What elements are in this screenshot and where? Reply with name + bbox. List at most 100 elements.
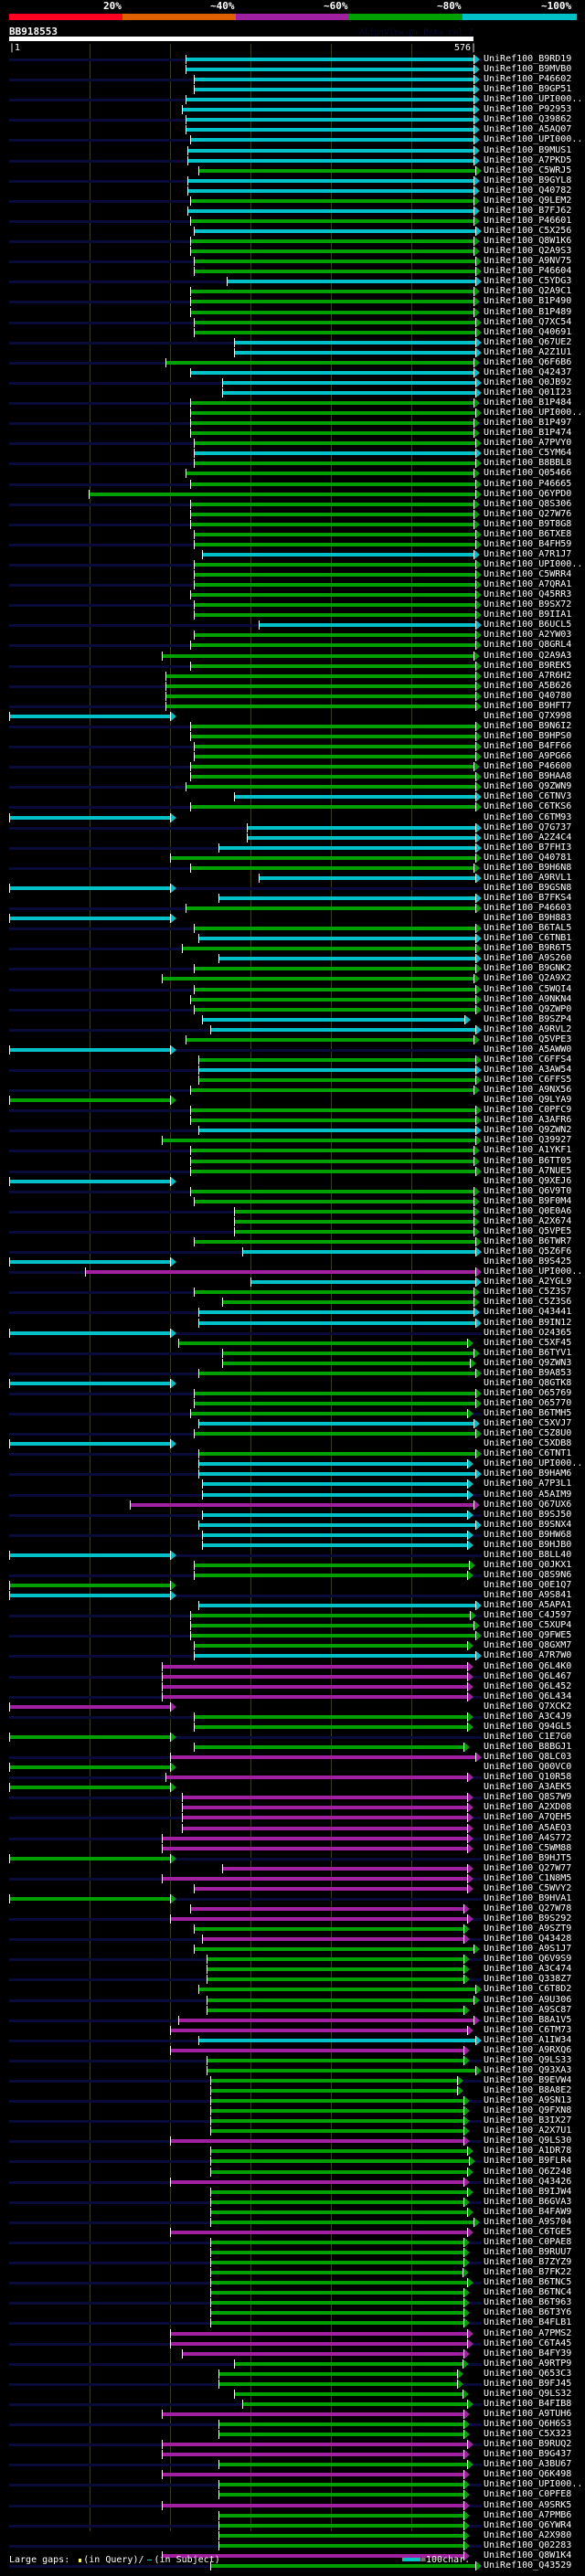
hit-bar[interactable] [246, 836, 475, 840]
hit-row[interactable]: UniRef100_C6TGE5 [0, 2227, 585, 2238]
hit-label[interactable]: UniRef100_A9RVL1 [484, 873, 572, 883]
hit-label[interactable]: UniRef100_C0PAE8 [484, 2237, 572, 2247]
hit-row[interactable]: UniRef100_P46602 [0, 74, 585, 85]
hit-label[interactable]: UniRef100_Q6YPD0 [484, 489, 572, 499]
hit-row[interactable]: UniRef100_Q6H6S3 [0, 2419, 585, 2430]
hit-bar[interactable] [165, 674, 475, 678]
hit-bar[interactable] [218, 2372, 458, 2376]
hit-label[interactable]: UniRef100_C6TNV3 [484, 791, 572, 801]
hit-label[interactable]: UniRef100_Q7XCK2 [484, 1701, 572, 1712]
hit-label[interactable]: UniRef100_Q8W1K4 [484, 2550, 572, 2560]
hit-label[interactable]: UniRef100_B9G437 [484, 2449, 572, 2459]
hit-row[interactable]: UniRef100_B9A853 [0, 1368, 585, 1379]
hit-bar[interactable] [202, 553, 473, 557]
hit-bar[interactable] [189, 643, 475, 647]
hit-row[interactable]: UniRef100_Q6L4K0 [0, 1661, 585, 1672]
hit-bar[interactable] [177, 1341, 467, 1345]
hit-row[interactable]: UniRef100_Q2A9C1 [0, 286, 585, 297]
hit-label[interactable]: UniRef100_C6TM93 [484, 812, 572, 822]
hit-bar[interactable] [246, 826, 475, 830]
hit-bar[interactable] [161, 1665, 467, 1669]
hit-bar[interactable] [234, 1230, 473, 1234]
hit-row[interactable]: UniRef100_Q02283 [0, 2540, 585, 2551]
hit-row[interactable]: UniRef100_Q39862 [0, 114, 585, 125]
hit-row[interactable]: UniRef100_C6TKS6 [0, 801, 585, 812]
hit-row[interactable]: UniRef100_B6UCL5 [0, 620, 585, 631]
hit-bar[interactable] [161, 977, 473, 981]
hit-row[interactable]: UniRef100_Q27W76 [0, 509, 585, 520]
hit-row[interactable]: UniRef100_B3IX27 [0, 2115, 585, 2126]
hit-row[interactable]: UniRef100_Q0E1Q7 [0, 1580, 585, 1591]
hit-label[interactable]: UniRef100_B9H883 [484, 913, 572, 923]
hit-label[interactable]: UniRef100_C6FFS5 [484, 1075, 572, 1085]
hit-label[interactable]: UniRef100_A7PVY0 [484, 438, 572, 448]
hit-bar[interactable] [197, 169, 475, 173]
hit-label[interactable]: UniRef100_Q27W78 [484, 1903, 572, 1913]
hit-row[interactable]: UniRef100_Q27W78 [0, 1903, 585, 1914]
hit-label[interactable]: UniRef100_B9HAM6 [484, 1468, 572, 1479]
hit-label[interactable]: UniRef100_C6T8D2 [484, 1984, 572, 1994]
hit-bar[interactable] [9, 816, 170, 820]
hit-bar[interactable] [186, 118, 473, 122]
hit-label[interactable]: UniRef100_B8BGJ1 [484, 1742, 572, 1752]
hit-label[interactable]: UniRef100_C6TA45 [484, 2338, 572, 2348]
hit-row[interactable]: UniRef100_Q9LS30 [0, 2136, 585, 2147]
hit-label[interactable]: UniRef100_Q39927 [484, 1135, 572, 1145]
hit-row[interactable]: UniRef100_B1P484 [0, 398, 585, 408]
hit-label[interactable]: UniRef100_Q338Z7 [484, 1974, 572, 1984]
hit-row[interactable]: UniRef100_C6TNT1 [0, 1448, 585, 1459]
hit-row[interactable]: UniRef100_A9S704 [0, 2217, 585, 2228]
hit-label[interactable]: UniRef100_A7R1J7 [484, 549, 572, 559]
hit-label[interactable]: UniRef100_B6TNC4 [484, 2287, 572, 2297]
hit-label[interactable]: UniRef100_UPI000.. [484, 134, 583, 144]
hit-bar[interactable] [202, 1543, 467, 1547]
hit-bar[interactable] [194, 1290, 473, 1294]
hit-bar[interactable] [194, 1745, 464, 1749]
hit-label[interactable]: UniRef100_Q8GTK8 [484, 1378, 572, 1388]
hit-bar[interactable] [182, 1816, 467, 1819]
hit-row[interactable]: UniRef100_A9RXQ6 [0, 2045, 585, 2056]
hit-bar[interactable] [209, 2564, 475, 2568]
hit-label[interactable]: UniRef100_A1IW34 [484, 2035, 572, 2045]
hit-label[interactable]: UniRef100_A9TUH6 [484, 2409, 572, 2419]
hit-bar[interactable] [234, 351, 475, 355]
hit-label[interactable]: UniRef100_C5WVY2 [484, 1883, 572, 1893]
hit-bar[interactable] [206, 1967, 464, 1971]
hit-bar[interactable] [169, 2180, 464, 2184]
hit-bar[interactable] [186, 906, 475, 910]
hit-row[interactable]: UniRef100_B9EVW4 [0, 2075, 585, 2086]
hit-bar[interactable] [189, 765, 473, 769]
hit-bar[interactable] [161, 1877, 467, 1881]
hit-label[interactable]: UniRef100_Q2A9C1 [484, 286, 572, 296]
hit-label[interactable]: UniRef100_A4S772 [484, 1833, 572, 1843]
hit-bar[interactable] [189, 1190, 473, 1193]
hit-label[interactable]: UniRef100_Q7X998 [484, 711, 572, 721]
hit-row[interactable]: UniRef100_Q6YWR4 [0, 2520, 585, 2531]
hit-row[interactable]: UniRef100_B9HVA1 [0, 1893, 585, 1904]
hit-row[interactable]: UniRef100_B7ZYZ9 [0, 2257, 585, 2268]
hit-bar[interactable] [182, 947, 475, 950]
hit-bar[interactable] [189, 249, 473, 253]
hit-row[interactable]: UniRef100_B9IIA1 [0, 610, 585, 620]
hit-label[interactable]: UniRef100_Q10R58 [484, 1772, 572, 1782]
hit-label[interactable]: UniRef100_A7PKD5 [484, 155, 572, 165]
hit-label[interactable]: UniRef100_Q2A9S3 [484, 246, 572, 256]
hit-label[interactable]: UniRef100_C5WQI4 [484, 984, 572, 994]
hit-label[interactable]: UniRef100_A3AEK5 [484, 1782, 572, 1792]
hit-bar[interactable] [194, 88, 473, 91]
hit-bar[interactable] [194, 967, 475, 970]
hit-row[interactable]: UniRef100_Q93XA3 [0, 2065, 585, 2076]
hit-label[interactable]: UniRef100_Q6Z248 [484, 2167, 572, 2177]
hit-label[interactable]: UniRef100_Q05466 [484, 468, 572, 478]
hit-row[interactable]: UniRef100_A2YGL9 [0, 1277, 585, 1288]
hit-label[interactable]: UniRef100_C5XVJ7 [484, 1418, 572, 1428]
hit-bar[interactable] [189, 775, 475, 779]
hit-label[interactable]: UniRef100_Q7XC54 [484, 317, 572, 327]
hit-bar[interactable] [189, 1907, 464, 1911]
hit-label[interactable]: UniRef100_A7R7W0 [484, 1650, 572, 1660]
hit-bar[interactable] [194, 927, 475, 930]
hit-row[interactable]: UniRef100_A9NV75 [0, 256, 585, 267]
hit-bar[interactable] [189, 725, 475, 728]
hit-bar[interactable] [218, 2534, 464, 2538]
hit-row[interactable]: UniRef100_Q8S7W9 [0, 1792, 585, 1803]
